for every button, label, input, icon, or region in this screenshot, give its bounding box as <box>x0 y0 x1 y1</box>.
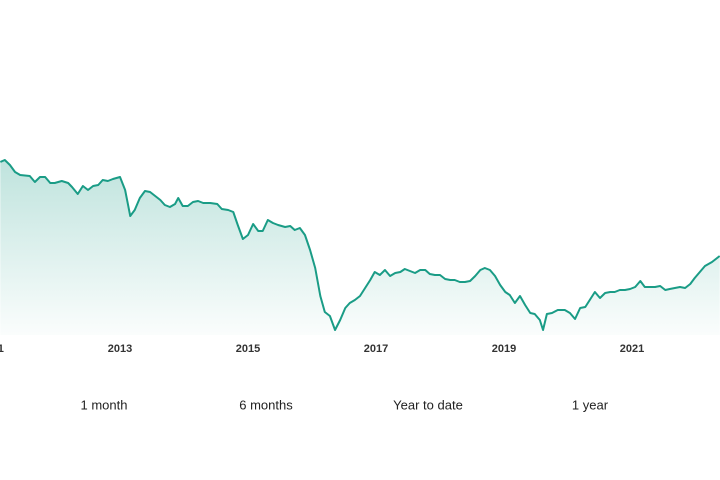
x-tick-label: 2015 <box>236 343 260 355</box>
range-button[interactable]: 6 months <box>239 397 293 412</box>
x-tick-label: 2017 <box>364 343 388 355</box>
range-button[interactable]: 1 year <box>572 397 609 412</box>
x-tick-label: 2011 <box>0 343 4 355</box>
x-tick-label: 2019 <box>492 343 516 355</box>
range-button[interactable]: 1 month <box>81 397 128 412</box>
price-line <box>0 159 720 331</box>
area-fill <box>0 160 720 335</box>
range-button[interactable]: Year to date <box>393 397 463 412</box>
x-tick-label: 2013 <box>108 343 132 355</box>
x-tick-label: 2021 <box>620 343 644 355</box>
